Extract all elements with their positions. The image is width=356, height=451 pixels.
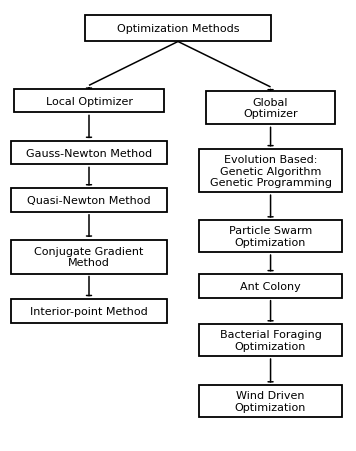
FancyBboxPatch shape	[199, 150, 342, 193]
FancyBboxPatch shape	[14, 90, 164, 113]
Text: Ant Colony: Ant Colony	[240, 281, 301, 291]
FancyBboxPatch shape	[11, 142, 167, 165]
Text: Local Optimizer: Local Optimizer	[46, 97, 132, 106]
FancyBboxPatch shape	[206, 91, 335, 125]
Text: Optimization Methods: Optimization Methods	[117, 24, 239, 34]
Text: Particle Swarm
Optimization: Particle Swarm Optimization	[229, 226, 312, 248]
Text: Wind Driven
Optimization: Wind Driven Optimization	[235, 391, 306, 412]
Text: Interior-point Method: Interior-point Method	[30, 306, 148, 316]
Text: Global
Optimizer: Global Optimizer	[243, 97, 298, 119]
FancyBboxPatch shape	[85, 16, 271, 42]
Text: Quasi-Newton Method: Quasi-Newton Method	[27, 196, 151, 206]
FancyBboxPatch shape	[11, 240, 167, 274]
Text: Conjugate Gradient
Method: Conjugate Gradient Method	[34, 246, 144, 268]
FancyBboxPatch shape	[199, 325, 342, 356]
FancyBboxPatch shape	[199, 386, 342, 417]
FancyBboxPatch shape	[199, 275, 342, 298]
Text: Evolution Based:
Genetic Algorithm
Genetic Programming: Evolution Based: Genetic Algorithm Genet…	[210, 155, 331, 188]
Text: Bacterial Foraging
Optimization: Bacterial Foraging Optimization	[220, 330, 321, 351]
FancyBboxPatch shape	[11, 189, 167, 212]
FancyBboxPatch shape	[199, 221, 342, 253]
FancyBboxPatch shape	[11, 299, 167, 323]
Text: Gauss-Newton Method: Gauss-Newton Method	[26, 148, 152, 158]
